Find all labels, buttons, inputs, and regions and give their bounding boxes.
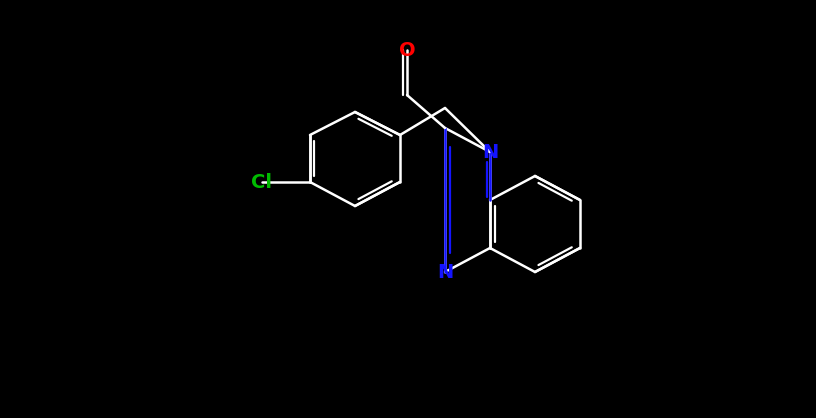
- Text: N: N: [437, 263, 453, 281]
- Text: N: N: [482, 143, 498, 161]
- Text: Cl: Cl: [251, 173, 273, 191]
- Text: O: O: [399, 41, 415, 59]
